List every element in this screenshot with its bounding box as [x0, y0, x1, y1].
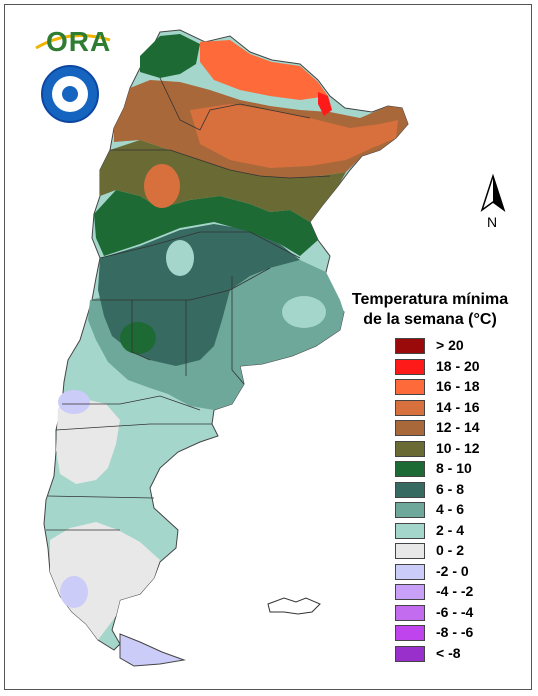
legend-label: -8 - -6 — [436, 624, 474, 640]
legend-swatch — [395, 645, 425, 662]
legend-item: 2 - 4 — [395, 521, 515, 539]
legend-item: 14 - 16 — [395, 398, 515, 416]
zone-neg2-0-west — [58, 390, 90, 414]
legend-item: 4 - 6 — [395, 501, 515, 518]
legend-swatch — [395, 625, 425, 641]
zone-2-4-east — [282, 296, 326, 328]
legend-item: 0 - 2 — [395, 542, 515, 559]
legend-swatch — [395, 563, 425, 580]
legend-swatch — [395, 502, 425, 518]
legend-label: 18 - 20 — [436, 357, 480, 374]
legend-title-line1: Temperatura mínima — [351, 291, 509, 308]
legend-label: -6 - -4 — [436, 603, 474, 620]
legend-label: 8 - 10 — [436, 460, 472, 476]
legend-item: 10 - 12 — [395, 439, 515, 457]
legend-item: > 20 — [395, 337, 515, 354]
zone-16-18 — [200, 40, 328, 100]
zone-8-10-mendoza — [120, 322, 156, 354]
legend-label: 16 - 18 — [436, 378, 480, 394]
legend: Temperatura mínima de la semana (°C) > 2… — [340, 290, 525, 662]
legend-swatch — [395, 604, 425, 621]
legend-label: < -8 — [436, 644, 461, 661]
zone-0-2-patagonia — [56, 398, 120, 484]
legend-swatch — [395, 379, 425, 395]
seal-center — [62, 86, 78, 102]
legend-swatch — [395, 420, 425, 436]
legend-label: -4 - -2 — [436, 583, 474, 599]
legend-label: > 20 — [436, 337, 464, 353]
province-boundaries — [46, 77, 331, 531]
legend-item: < -8 — [395, 644, 515, 662]
north-arrow-shade — [493, 176, 504, 210]
legend-label: -2 - 0 — [436, 562, 469, 579]
legend-swatch — [395, 358, 425, 375]
legend-item: -4 - -2 — [395, 583, 515, 600]
zone-neg2-0-south — [60, 576, 88, 608]
legend-item: -8 - -6 — [395, 624, 515, 641]
legend-swatch — [395, 584, 425, 600]
zone-14-16 — [190, 104, 398, 168]
legend-item: 16 - 18 — [395, 378, 515, 395]
zone-8-10-band — [94, 190, 318, 256]
legend-label: 12 - 14 — [436, 419, 480, 435]
legend-swatch — [395, 522, 425, 539]
logo-text: ORA — [46, 26, 112, 57]
zone-8-10-north — [140, 34, 200, 78]
north-label: N — [487, 214, 498, 230]
zone-0-2-south — [50, 522, 160, 640]
legend-label: 6 - 8 — [436, 480, 465, 497]
legend-label: 0 - 2 — [436, 542, 465, 558]
legend-label: 2 - 4 — [436, 521, 465, 538]
legend-item: 18 - 20 — [395, 357, 515, 375]
zone-14-16-west — [144, 164, 180, 208]
legend-swatch — [395, 481, 425, 498]
legend-label: 4 - 6 — [436, 501, 465, 517]
tierra-del-fuego — [119, 633, 186, 667]
legend-swatch — [395, 399, 425, 416]
legend-item: 6 - 8 — [395, 480, 515, 498]
malvinas-islands — [267, 597, 321, 615]
legend-swatch — [395, 338, 425, 354]
legend-label: 14 - 16 — [436, 398, 480, 415]
legend-item: -2 - 0 — [395, 562, 515, 580]
zone-2-4-cordoba — [166, 240, 194, 276]
ora-logo: ORA — [34, 26, 114, 57]
legend-swatch — [395, 440, 425, 457]
legend-label: 10 - 12 — [436, 439, 480, 456]
zone-18-20 — [318, 92, 332, 116]
legend-title-line2: de la semana (°C) — [363, 311, 497, 328]
legend-swatch — [395, 543, 425, 559]
legend-swatch — [395, 461, 425, 477]
legend-item: 8 - 10 — [395, 460, 515, 477]
legend-item: 12 - 14 — [395, 419, 515, 436]
logo-swoosh — [35, 34, 111, 50]
legend-item: -6 - -4 — [395, 603, 515, 621]
